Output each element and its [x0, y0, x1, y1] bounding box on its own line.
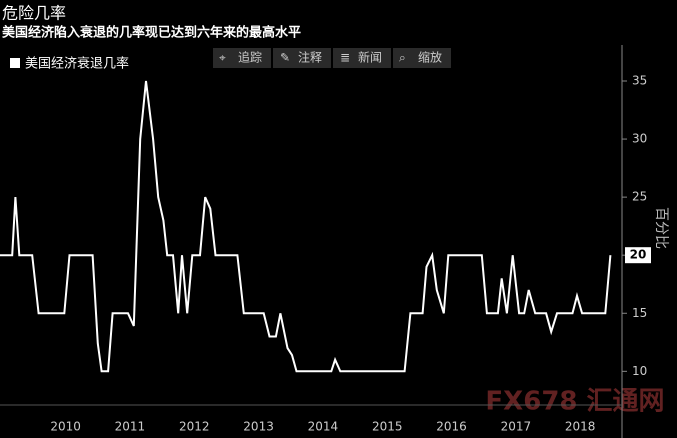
y-axis-label: 百分比: [653, 207, 669, 249]
icon: ✎: [280, 51, 290, 65]
toolbar-label[interactable]: 新闻: [358, 50, 382, 65]
y-tick-label: 15: [632, 306, 647, 320]
legend-swatch: [10, 58, 20, 68]
x-tick-label: 2012: [179, 420, 210, 434]
x-tick-label: 2011: [115, 420, 146, 434]
x-tick-label: 2018: [565, 420, 596, 434]
y-tick-label: 25: [632, 190, 647, 204]
last-value-box: [625, 247, 651, 264]
y-tick-label: 30: [632, 132, 647, 146]
icon: ⌕: [399, 51, 406, 65]
toolbar-button[interactable]: [393, 48, 451, 68]
y-tick-label: 10: [632, 364, 647, 378]
watermark: FX678 汇通网: [485, 387, 664, 417]
toolbar-button[interactable]: [273, 48, 331, 68]
series-line: [0, 80, 612, 373]
legend-label: 美国经济衰退几率: [25, 56, 129, 72]
toolbar-label[interactable]: 追踪: [238, 50, 262, 65]
x-tick-label: 2016: [436, 420, 467, 434]
x-tick-label: 2010: [50, 420, 81, 434]
toolbar-button[interactable]: [333, 48, 391, 68]
y-tick-label: 35: [632, 74, 647, 88]
last-value-label: 20: [630, 248, 647, 262]
toolbar-button[interactable]: [213, 48, 271, 68]
toolbar-label[interactable]: 注释: [298, 50, 322, 65]
x-tick-label: 2017: [501, 420, 532, 434]
icon: ≣: [340, 51, 350, 65]
toolbar-label[interactable]: 缩放: [418, 50, 442, 65]
toolbar: 追踪 ⌖ 注释 ✎ 新闻 ≣ 缩放 ⌕: [213, 48, 451, 68]
chart-subtitle: 美国经济陷入衰退的几率现已达到六年来的最高水平: [2, 25, 301, 41]
chart-title: 危险几率: [2, 4, 66, 23]
x-tick-label: 2014: [308, 420, 339, 434]
x-tick-label: 2013: [243, 420, 274, 434]
x-tick-label: 2015: [372, 420, 403, 434]
icon: ⌖: [219, 51, 226, 65]
